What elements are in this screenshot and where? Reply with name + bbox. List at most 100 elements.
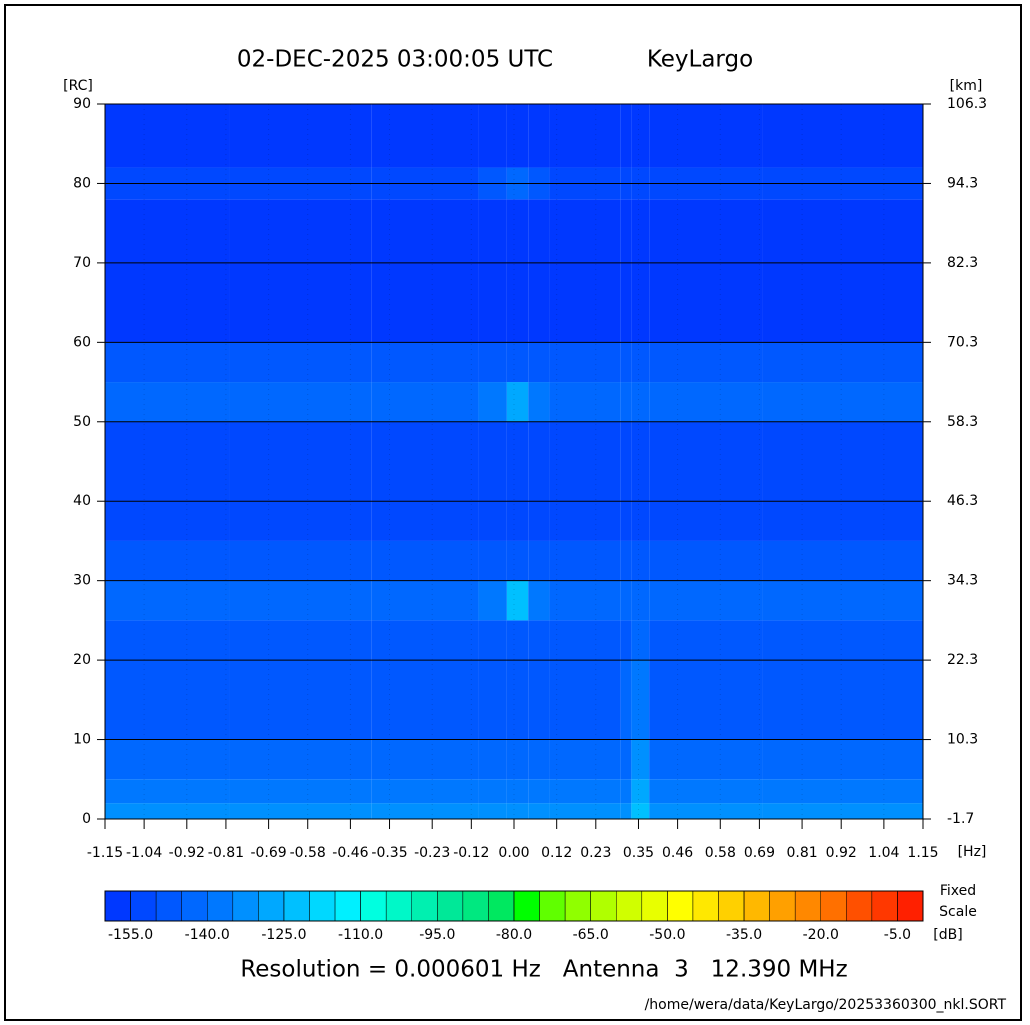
heatmap-cell [631,540,650,581]
heatmap-cell [506,660,529,740]
y-tick-label: 40 [73,493,91,509]
heatmap-cell [649,382,763,422]
heatmap-cell [762,803,923,819]
colorbar-swatch [130,890,157,922]
heatmap-cell [371,739,479,780]
colorbar-swatch [794,890,821,922]
heatmap-cell [105,803,230,819]
colorbar-tick-label: -110.0 [338,927,383,943]
heatmap-cell [506,779,529,804]
heatmap-cell [549,779,621,804]
colorbar-swatch [334,890,361,922]
heatmap-cell [528,620,550,661]
heatmap-cell [649,104,763,168]
heatmap-cell [762,620,923,661]
heatmap-cell [620,803,632,819]
colorbar-swatch [488,890,515,922]
heatmap-cell [631,620,650,661]
heatmap-cell [549,660,621,740]
colorbar-swatch [232,890,259,922]
colorbar-tick-label: -140.0 [185,927,230,943]
heatmap-cell [229,382,372,422]
heatmap-cell [549,382,621,422]
file-path: /home/wera/data/KeyLargo/20253360300_nkl… [645,997,1007,1013]
heatmap-cell [631,421,650,541]
y-tick-label: 50 [73,414,91,430]
heatmap-cell [105,580,230,621]
chart-title: 02-DEC-2025 03:00:05 UTC [237,47,553,73]
heatmap-cell [649,803,763,819]
heatmap-cell [549,342,621,383]
heatmap-cell [105,739,230,780]
heatmap-cell [528,739,550,780]
y2-tick-label: 94.3 [947,175,978,191]
colorbar-note: Fixed [940,883,976,899]
x-tick-label: 0.92 [826,845,857,861]
y2-tick-label: 82.3 [947,255,978,271]
heatmap-cell [229,540,372,581]
heatmap-cell [620,660,632,740]
heatmap-cell [371,660,479,740]
heatmap-cell [631,803,650,819]
heatmap-cell [105,342,230,383]
x-tick-label: 0.58 [705,845,736,861]
colorbar-tick-label: -35.0 [726,927,762,943]
heatmap-cell [762,540,923,581]
colorbar-swatch [718,890,745,922]
heatmap-cell [620,421,632,541]
x-tick-label: -0.58 [290,845,326,861]
heatmap-cell [528,104,550,168]
heatmap-cell [229,803,372,819]
heatmap-cell [631,104,650,168]
colorbar-swatch [104,890,131,922]
heatmap-cell [478,660,507,740]
x-tick-label: -0.35 [371,845,407,861]
heatmap-cell [649,779,763,804]
y-tick-label: 0 [82,811,91,827]
heatmap-cell [506,104,529,168]
heatmap-cell [478,540,507,581]
heatmap-cell [620,580,632,621]
heatmap-cell [631,580,650,621]
y2-tick-label: 58.3 [947,414,978,430]
heatmap-cell [762,779,923,804]
colorbar-swatch [641,890,668,922]
heatmap-cell [478,803,507,819]
heatmap-cell [371,421,479,541]
y2-tick-label: -1.7 [947,811,974,827]
colorbar-swatch [539,890,566,922]
heatmap-cell [528,382,550,422]
x-tick-label: -0.12 [453,845,489,861]
heatmap-cell [549,739,621,780]
x-tick-label: 0.12 [541,845,572,861]
heatmap-cell [105,660,230,740]
station: KeyLargo [647,47,753,73]
x-tick-label: -0.81 [208,845,244,861]
colorbar-swatch [667,890,694,922]
heatmap-cell [762,580,923,621]
colorbar-swatch [207,890,234,922]
heatmap-cell [620,342,632,383]
colorbar-swatch [258,890,285,922]
x-tick-label: 0.35 [623,845,654,861]
colorbar-swatch [181,890,208,922]
heatmap-cell [649,739,763,780]
heatmap-cell [549,620,621,661]
heatmap-cell [478,104,507,168]
y2-tick-label: 34.3 [947,573,978,589]
heatmap-cell [371,580,479,621]
heatmap-cell [229,421,372,541]
heatmap-cell [762,199,923,343]
heatmap-cell [649,540,763,581]
heatmap-cell [105,421,230,541]
heatmap-cell [649,421,763,541]
y-tick-label: 70 [73,255,91,271]
y-label: [RC] [63,78,93,94]
heatmap-cell [371,540,479,581]
heatmap-cell [649,620,763,661]
x-tick-label: 0.23 [580,845,611,861]
colorbar-swatch [385,890,412,922]
heatmap-cell [631,739,650,780]
heatmap-cell [478,620,507,661]
heatmap-cell [478,580,507,621]
